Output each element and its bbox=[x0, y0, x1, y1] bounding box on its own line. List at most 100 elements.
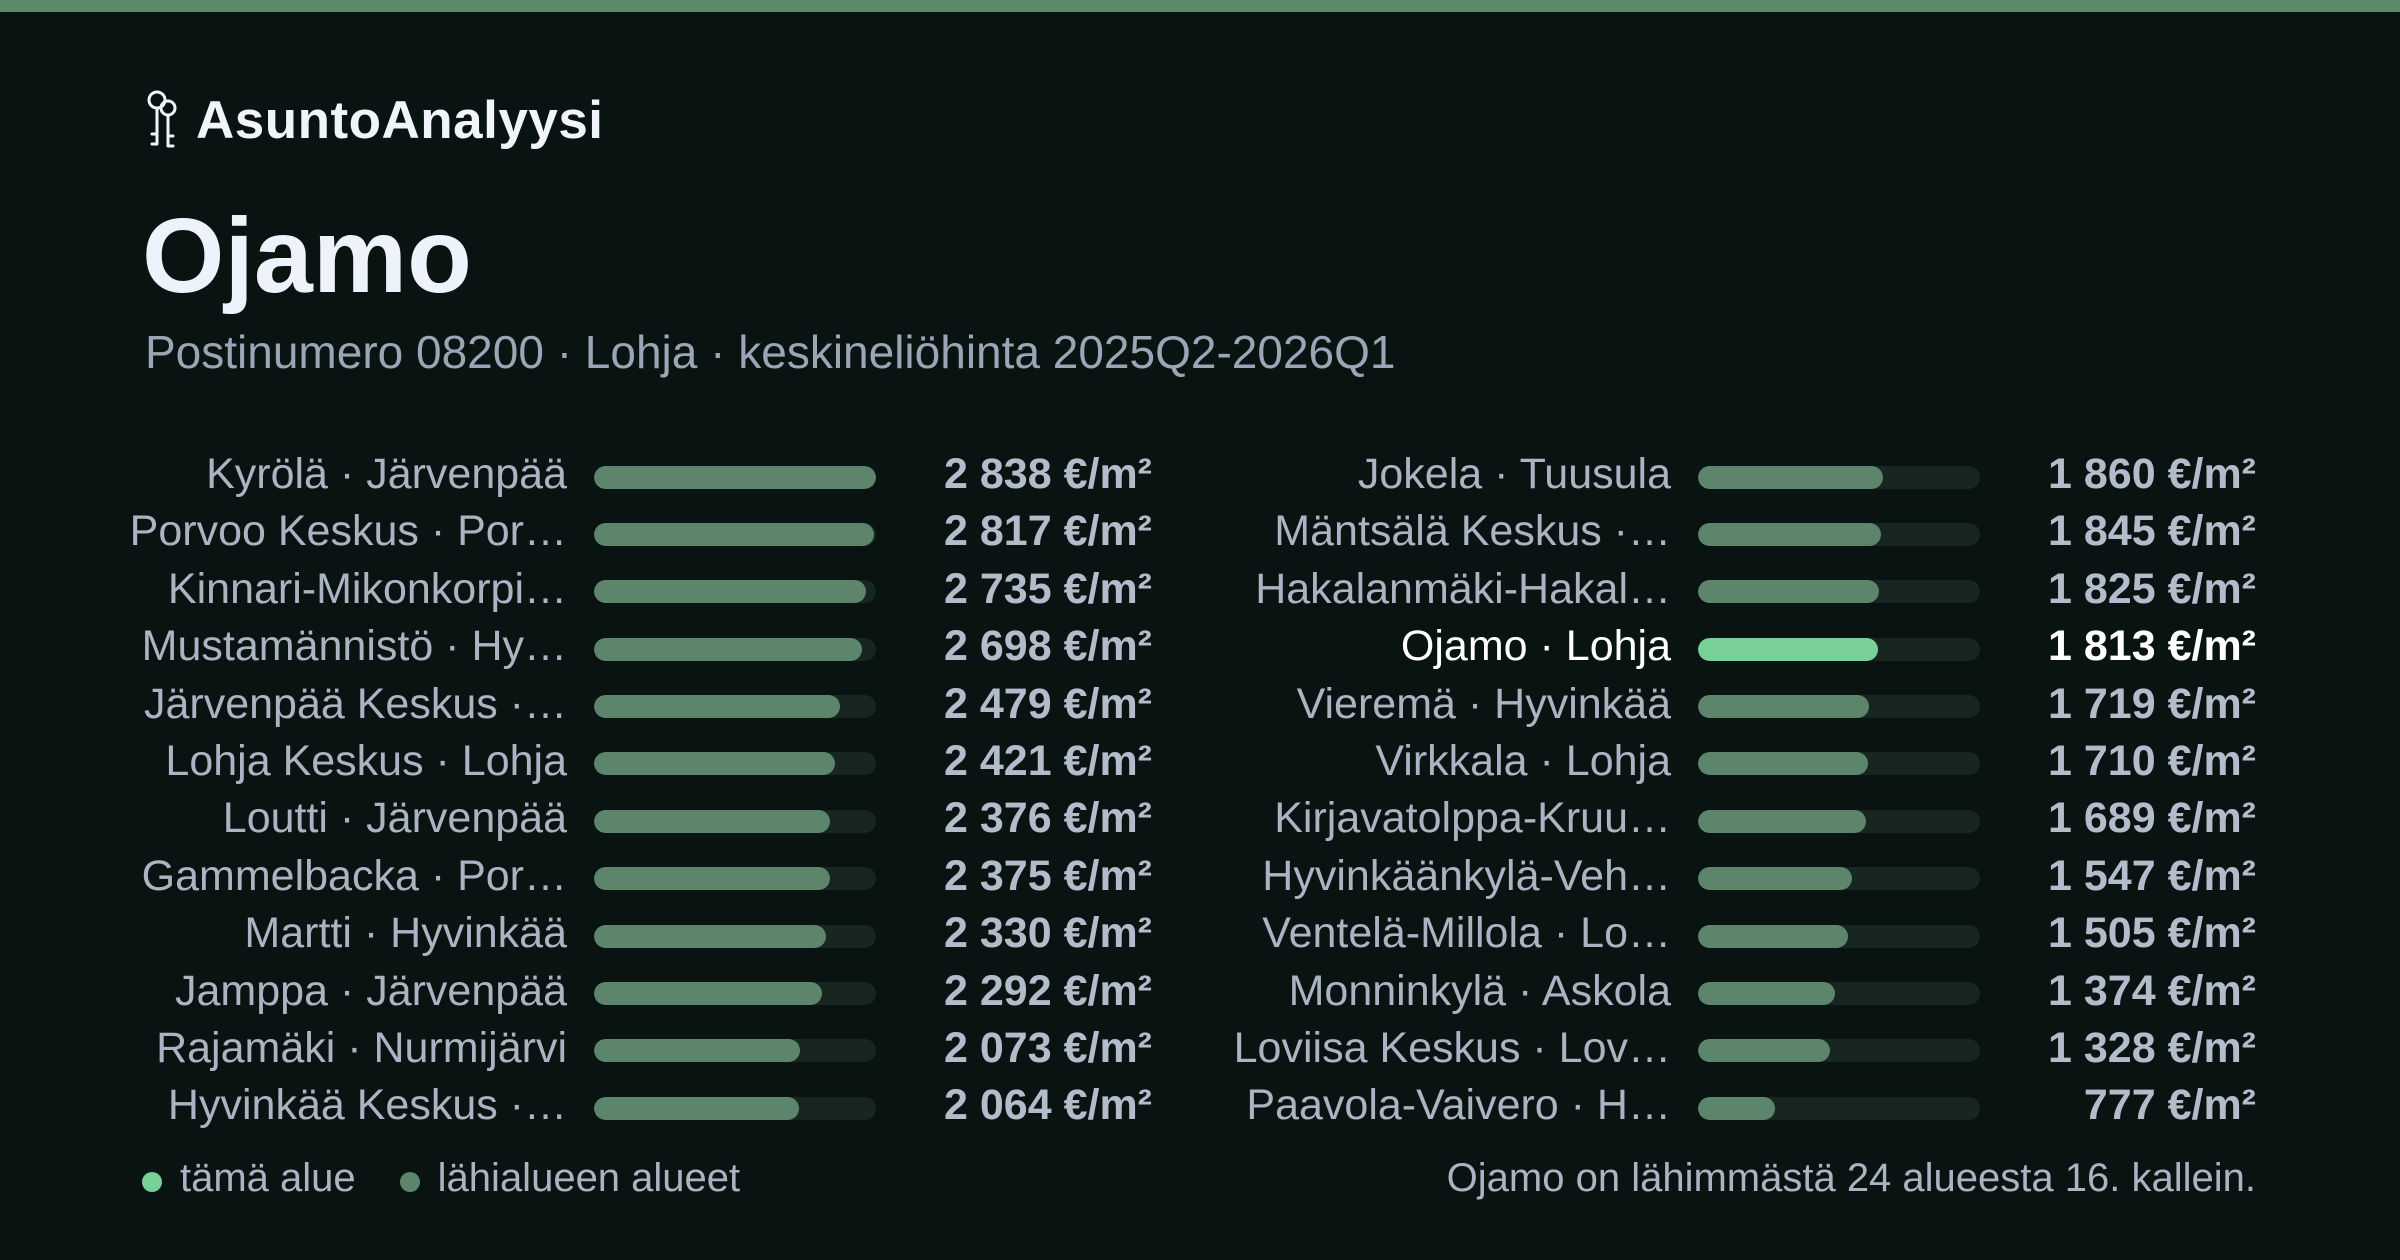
bar-label: Virkkala · Lohja bbox=[1375, 736, 1671, 785]
bar-track bbox=[594, 465, 876, 489]
bar-row: Jokela · Tuusula 1 860 €/m² bbox=[1246, 446, 2256, 503]
bar-value-label: 1 505 €/m² bbox=[2048, 909, 2256, 958]
bar-label: Hyvinkäänkylä-Veh… bbox=[1262, 851, 1671, 900]
bar bbox=[1698, 465, 1883, 489]
brand: AsuntoAnalyysi bbox=[142, 88, 604, 152]
bar-value-label: 1 328 €/m² bbox=[2048, 1023, 2256, 1072]
legend-item-nearby: lähialueen alueet bbox=[399, 1156, 740, 1201]
bar-track bbox=[1698, 1039, 1980, 1063]
bar-track bbox=[1698, 809, 1980, 833]
bar-row: Mustamännistö · Hy… 2 698 €/m² bbox=[142, 618, 1152, 675]
bar-track bbox=[1698, 867, 1980, 891]
bar bbox=[594, 982, 822, 1006]
bar-row: Lohja Keskus · Lohja 2 421 €/m² bbox=[142, 733, 1152, 790]
bar-row: Kinnari-Mikonkorpi… 2 735 €/m² bbox=[142, 561, 1152, 618]
bar-row: Ventelä-Millola · Lo… 1 505 €/m² bbox=[1246, 905, 2256, 962]
bar-track bbox=[1698, 982, 1980, 1006]
bar-track bbox=[1698, 637, 1980, 661]
bar bbox=[1698, 924, 1848, 948]
bar-value-label: 1 547 €/m² bbox=[2048, 851, 2256, 900]
bar-track bbox=[594, 752, 876, 776]
bar bbox=[594, 752, 835, 776]
bar-track bbox=[1698, 695, 1980, 719]
bar bbox=[1698, 580, 1880, 604]
bar-row: Vieremä · Hyvinkää 1 719 €/m² bbox=[1246, 676, 2256, 733]
bar-row: Gammelbacka · Por… 2 375 €/m² bbox=[142, 848, 1152, 905]
bar bbox=[594, 580, 866, 604]
bar-value-label: 2 817 €/m² bbox=[944, 507, 1152, 556]
bar-label: Hyvinkää Keskus ·… bbox=[167, 1081, 567, 1130]
bar-row: Paavola-Vaivero · H… 777 €/m² bbox=[1246, 1077, 2256, 1134]
bar-label: Loviisa Keskus · Lov… bbox=[1233, 1023, 1671, 1072]
bar-label: Jamppa · Järvenpää bbox=[175, 966, 567, 1015]
bar bbox=[1698, 982, 1835, 1006]
bar-value-label: 2 479 €/m² bbox=[944, 679, 1152, 728]
bar-row: Martti · Hyvinkää 2 330 €/m² bbox=[142, 905, 1152, 962]
bar-value-label: 1 719 €/m² bbox=[2048, 679, 2256, 728]
bar-label: Paavola-Vaivero · H… bbox=[1246, 1081, 1671, 1130]
bar-row: Jamppa · Järvenpää 2 292 €/m² bbox=[142, 963, 1152, 1020]
bar-label: Porvoo Keskus · Por… bbox=[129, 507, 567, 556]
bar bbox=[1698, 1039, 1830, 1063]
legend-label-this-area: tämä alue bbox=[180, 1155, 356, 1200]
bar-label: Gammelbacka · Por… bbox=[141, 851, 567, 900]
bar bbox=[594, 465, 876, 489]
bar-label: Jokela · Tuusula bbox=[1357, 450, 1671, 498]
bar-track bbox=[1698, 580, 1980, 604]
bar-value-label: 2 330 €/m² bbox=[944, 909, 1152, 958]
bar bbox=[594, 924, 826, 948]
bar-value-label: 1 845 €/m² bbox=[2048, 507, 2256, 556]
bar-value-label: 1 374 €/m² bbox=[2048, 966, 2256, 1015]
bar-row: Kyrölä · Järvenpää 2 838 €/m² bbox=[142, 446, 1152, 503]
bar-value-label: 1 825 €/m² bbox=[2048, 564, 2256, 613]
bar-value-label: 2 375 €/m² bbox=[944, 851, 1152, 900]
bar-row: Kirjavatolppa-Kruu… 1 689 €/m² bbox=[1246, 790, 2256, 847]
legend-item-this-area: tämä alue bbox=[142, 1156, 356, 1201]
bar-label: Lohja Keskus · Lohja bbox=[165, 736, 567, 785]
page-subtitle: Postinumero 08200 · Lohja · keskineliöhi… bbox=[145, 326, 1396, 378]
legend-dot-nearby bbox=[399, 1172, 420, 1192]
bar-label: Hakalanmäki-Hakal… bbox=[1255, 564, 1671, 613]
bar-track bbox=[594, 809, 876, 833]
bar-track bbox=[594, 924, 876, 948]
bar-value-label: 1 710 €/m² bbox=[2048, 736, 2256, 785]
legend-dot-highlight bbox=[142, 1172, 162, 1192]
bar-row: Monninkylä · Askola 1 374 €/m² bbox=[1246, 963, 2256, 1020]
bar-row: Rajamäki · Nurmijärvi 2 073 €/m² bbox=[142, 1020, 1152, 1077]
bar-label: Kyrölä · Järvenpää bbox=[206, 450, 567, 498]
bar-track bbox=[594, 580, 876, 604]
bar-row: Hyvinkää Keskus ·… 2 064 €/m² bbox=[142, 1077, 1152, 1134]
page-title: Ojamo bbox=[142, 197, 472, 315]
bar-track bbox=[594, 695, 876, 719]
bar-label: Mustamännistö · Hy… bbox=[141, 622, 567, 671]
bar-value-label: 2 292 €/m² bbox=[944, 966, 1152, 1015]
bar-label: Loutti · Järvenpää bbox=[222, 794, 567, 843]
bar-value-label: 1 689 €/m² bbox=[2048, 794, 2256, 843]
bar-track bbox=[1698, 465, 1980, 489]
bar-row: Järvenpää Keskus ·… 2 479 €/m² bbox=[142, 676, 1152, 733]
bar-column-left: Kyrölä · Järvenpää 2 838 €/m² Porvoo Kesku… bbox=[130, 446, 1152, 1135]
brand-name: AsuntoAnalyysi bbox=[196, 90, 604, 150]
bar-row: Virkkala · Lohja 1 710 €/m² bbox=[1246, 733, 2256, 790]
bar-track bbox=[594, 522, 876, 546]
bar-label: Monninkylä · Askola bbox=[1288, 966, 1671, 1015]
bar-row: Porvoo Keskus · Por… 2 817 €/m² bbox=[130, 503, 1152, 560]
keys-icon bbox=[147, 90, 177, 148]
bar bbox=[1698, 867, 1852, 891]
bar-value-label: 777 €/m² bbox=[2083, 1081, 2256, 1130]
bar-value-label: 1 860 €/m² bbox=[2048, 450, 2256, 498]
bar-value-label: 2 064 €/m² bbox=[944, 1081, 1152, 1130]
bar-track bbox=[594, 637, 876, 661]
bar-column-right: Jokela · Tuusula 1 860 €/m² Mäntsälä Kesku… bbox=[1234, 446, 2256, 1135]
bar-label: Mäntsälä Keskus ·… bbox=[1274, 507, 1671, 556]
bar-label: Ojamo · Lohja bbox=[1400, 622, 1671, 671]
ranking-footnote: Ojamo on lähimmästä 24 alueesta 16. kall… bbox=[1446, 1156, 2256, 1200]
bar-value-label: 2 421 €/m² bbox=[944, 736, 1152, 785]
bar-row: Hyvinkäänkylä-Veh… 1 547 €/m² bbox=[1246, 848, 2256, 905]
bar bbox=[594, 867, 830, 891]
bar-value-label: 1 813 €/m² bbox=[2048, 622, 2256, 671]
bar-row: Loviisa Keskus · Lov… 1 328 €/m² bbox=[1234, 1020, 2256, 1077]
bar bbox=[594, 1039, 800, 1063]
bar-track bbox=[1698, 924, 1980, 948]
bar bbox=[1698, 637, 1879, 661]
